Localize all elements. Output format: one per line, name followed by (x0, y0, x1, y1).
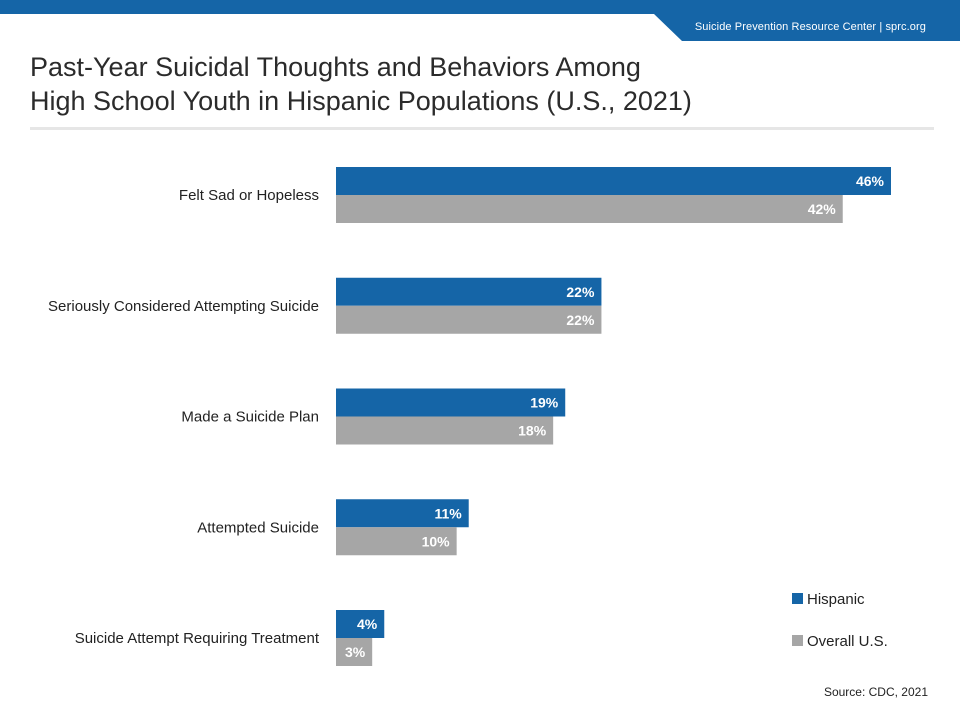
top-accent-bar (0, 0, 960, 14)
chart-title-line-1: Past-Year Suicidal Thoughts and Behavior… (30, 52, 641, 82)
bar-overall (336, 195, 843, 223)
bar-overall (336, 527, 457, 556)
data-label-overall: 42% (808, 201, 837, 217)
data-label-overall: 22% (566, 312, 595, 328)
category-label: Attempted Suicide (197, 519, 319, 536)
legend-item-hispanic: Hispanic (792, 590, 952, 610)
data-label-overall: 18% (518, 423, 547, 439)
data-label-hispanic: 19% (530, 395, 559, 411)
bar-overall (336, 416, 554, 445)
legend-swatch-overall (792, 635, 803, 646)
bar-overall (336, 305, 602, 334)
data-label-hispanic: 4% (357, 616, 378, 632)
title-divider (30, 127, 934, 130)
header-brand-tab (654, 14, 960, 41)
data-label-hispanic: 22% (566, 284, 595, 300)
bar-hispanic (336, 167, 891, 195)
bar-hispanic (336, 388, 566, 417)
data-label-hispanic: 11% (434, 505, 462, 521)
legend-label-hispanic: Hispanic (807, 591, 865, 608)
legend-swatch-hispanic (792, 593, 803, 604)
category-label: Felt Sad or Hopeless (179, 187, 319, 204)
chart-legend: Hispanic Overall U.S. (792, 590, 952, 674)
chart-title-line-2: High School Youth in Hispanic Population… (30, 86, 692, 116)
bar-overall (336, 638, 373, 666)
category-label: Suicide Attempt Requiring Treatment (75, 630, 320, 647)
legend-item-overall: Overall U.S. (792, 632, 952, 652)
legend-label-overall: Overall U.S. (807, 633, 888, 650)
bar-hispanic (336, 277, 602, 306)
category-label: Made a Suicide Plan (181, 409, 319, 426)
data-label-overall: 10% (422, 533, 451, 549)
chart-title: Past-Year Suicidal Thoughts and Behavior… (30, 50, 910, 118)
data-label-hispanic: 46% (856, 173, 885, 189)
header-brand-text[interactable]: Suicide Prevention Resource Center | spr… (694, 21, 926, 33)
data-label-overall: 3% (345, 644, 366, 660)
source-note: Source: CDC, 2021 (823, 685, 928, 699)
category-label: Seriously Considered Attempting Suicide (48, 298, 319, 315)
bar-hispanic (336, 499, 469, 528)
bar-hispanic (336, 610, 385, 638)
